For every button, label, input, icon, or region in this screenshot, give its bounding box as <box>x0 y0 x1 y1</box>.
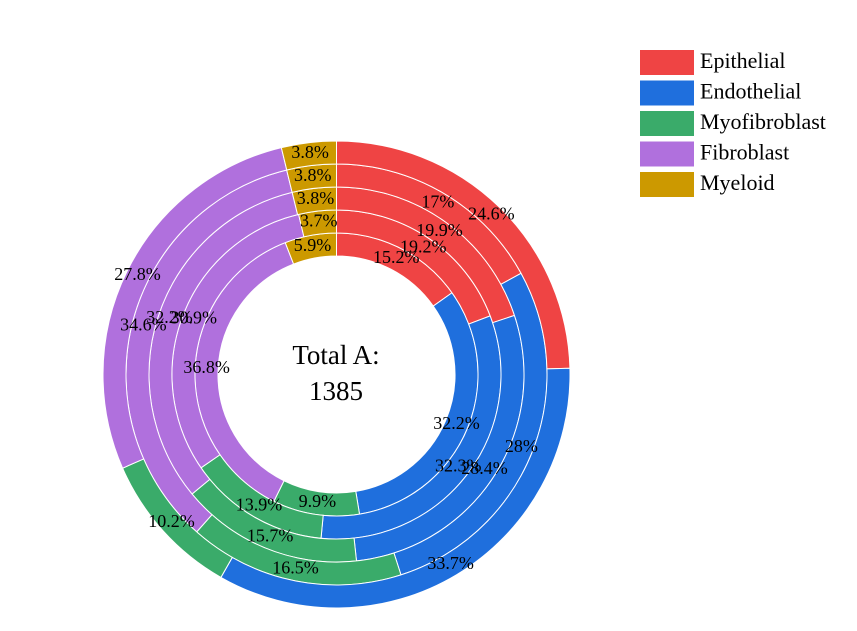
segment-label: 3.8% <box>297 188 335 208</box>
segment-label: 5.9% <box>294 235 332 255</box>
legend-label: Epithelial <box>700 48 786 73</box>
segment-label: 19.2% <box>400 237 447 257</box>
legend-swatch <box>640 111 694 136</box>
center-title: Total A: <box>292 340 379 370</box>
legend-swatch <box>640 172 694 197</box>
segment-label: 32.3% <box>435 455 482 475</box>
segment-label: 28% <box>505 436 538 456</box>
segment-label: 28.4% <box>461 458 508 478</box>
segment-label: 32.2% <box>146 307 193 327</box>
legend-swatch <box>640 50 694 75</box>
segment-label: 10.2% <box>148 511 195 531</box>
segment-label: 15.7% <box>247 526 294 546</box>
segment-label: 9.9% <box>299 491 337 511</box>
legend-label: Myeloid <box>700 170 775 195</box>
segment-label: 27.8% <box>114 264 161 284</box>
legend-label: Myofibroblast <box>700 109 826 134</box>
segment-label: 3.8% <box>291 142 329 162</box>
segment-label: 36.8% <box>183 357 230 377</box>
segment-label: 24.6% <box>468 204 515 224</box>
segment-label: 13.9% <box>236 495 283 515</box>
segment-label: 3.7% <box>300 211 338 231</box>
donut-segment <box>280 140 337 171</box>
segment-label: 15.2% <box>373 247 420 267</box>
segment-label: 32.2% <box>433 413 480 433</box>
segment-label: 16.5% <box>272 557 319 577</box>
legend-label: Endothelial <box>700 79 801 104</box>
segment-label: 19.9% <box>416 220 463 240</box>
segment-label: 3.8% <box>294 165 332 185</box>
segment-label: 30.9% <box>170 308 217 328</box>
legend-label: Fibroblast <box>700 140 789 165</box>
segment-label: 33.7% <box>427 553 474 573</box>
center-value: 1385 <box>309 376 363 406</box>
segment-label: 17% <box>421 191 454 211</box>
legend-swatch <box>640 80 694 106</box>
legend-swatch <box>640 141 694 167</box>
segment-label: 34.6% <box>120 315 167 335</box>
